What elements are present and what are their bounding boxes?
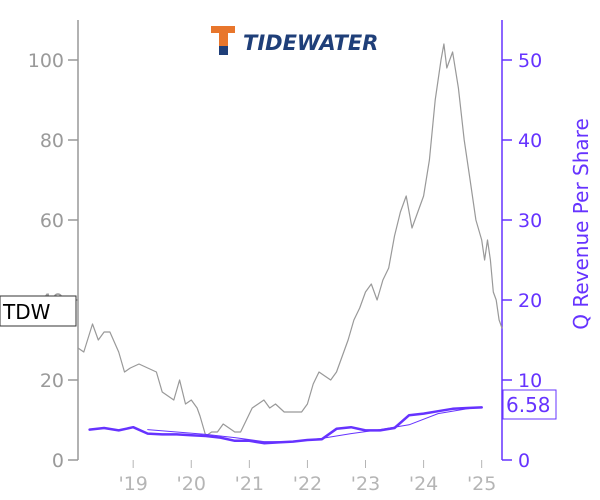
left-tick-label: 20: [40, 370, 64, 392]
left-tick-label: 80: [40, 130, 64, 152]
right-tick-label: 20: [518, 290, 542, 312]
right-axis-label: Q Revenue Per Share: [569, 118, 593, 330]
revenue-per-share-line: [88, 406, 483, 445]
right-tick-label: 10: [518, 370, 542, 392]
revenue-per-share-trend-line: [147, 406, 483, 443]
x-tick-label: '19: [118, 473, 147, 495]
x-tick-label: '24: [409, 473, 438, 495]
left-tick-label: 100: [28, 50, 64, 72]
x-axis: '19 '20 '21 '22 '23 '24 '25: [118, 460, 496, 495]
last-value-tag: 6.58: [502, 389, 557, 420]
series-layer: [77, 43, 503, 445]
ticker-tag: TDW: [0, 295, 77, 327]
left-tick-label: 0: [52, 450, 64, 472]
logo-text: TIDEWATER: [243, 31, 378, 55]
last-value-box: [502, 389, 557, 420]
ticker-tag-label: TDW: [2, 300, 51, 324]
right-y-axis: 0 10 20 30 40 50: [501, 20, 542, 472]
logo-mark-top: [211, 26, 235, 33]
x-tick-label: '22: [293, 473, 322, 495]
last-value-label: 6.58: [506, 393, 551, 417]
left-y-axis: 020406080100: [28, 20, 79, 472]
right-tick-label: 30: [518, 210, 542, 232]
ticker-tag-box: [0, 295, 77, 327]
x-tick-label: '25: [467, 473, 496, 495]
logo-mark-stem: [219, 33, 228, 55]
tidewater-logo: TIDEWATER: [211, 26, 378, 55]
right-tick-label: 40: [518, 130, 542, 152]
x-tick-label: '23: [351, 473, 380, 495]
x-tick-label: '21: [235, 473, 264, 495]
right-tick-label: 50: [518, 50, 542, 72]
price-line: [77, 43, 503, 437]
right-tick-label: 0: [518, 450, 530, 472]
left-tick-label: 60: [40, 210, 64, 232]
logo-mark-accent: [219, 46, 228, 55]
x-tick-label: '20: [177, 473, 206, 495]
